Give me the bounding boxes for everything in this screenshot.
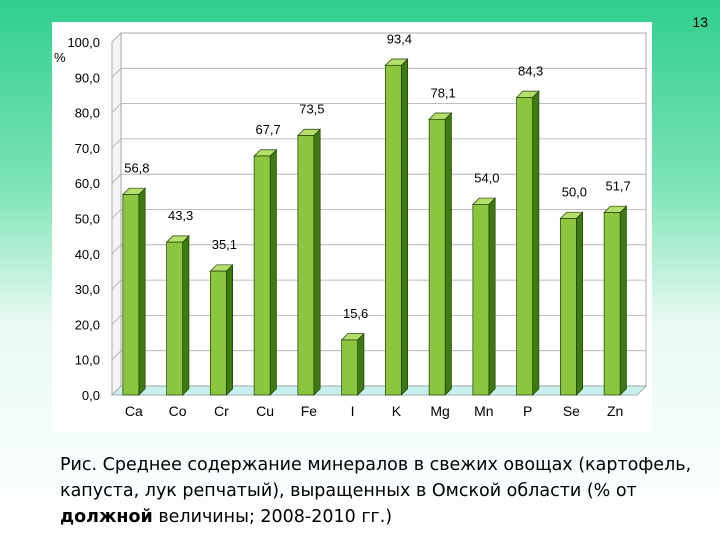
bar-side [313,128,321,396]
gridline-side [111,315,122,325]
data-label: 15,6 [343,306,368,321]
data-label: 78,1 [430,85,455,100]
bar [428,118,446,396]
gridline-side [111,209,122,219]
data-label: 43,3 [168,208,193,223]
bar-side [444,112,452,396]
bar-side [357,332,365,396]
data-label: 35,1 [212,237,237,252]
gridline-side [111,68,122,78]
x-tick-label: Cu [256,403,274,419]
bar [472,204,490,396]
bar [297,135,315,396]
x-tick-label: Cr [214,403,229,419]
bar [516,97,533,396]
gridline-side [111,32,122,43]
data-label: 56,8 [124,160,149,175]
x-tick-label: Zn [607,403,623,419]
bar [603,212,621,396]
gridline-side [111,350,122,360]
y-tick-label: 70,0 [75,141,100,156]
y-tick-label: 0,0 [82,388,100,403]
bar-side [182,235,190,396]
caption-text-start: Рис. Среднее содержание минералов в свеж… [60,455,692,501]
x-tick-label: Mg [430,403,449,419]
figure-caption: Рис. Среднее содержание минералов в свеж… [60,452,700,530]
data-label: 73,5 [299,102,324,117]
y-tick-label: 40,0 [75,247,100,262]
y-tick-label: 60,0 [75,176,100,191]
data-label: 50,0 [562,185,587,200]
bar [341,339,358,396]
bar [210,270,227,396]
y-tick-label: 80,0 [75,106,100,121]
data-label: 84,3 [518,63,543,78]
bar-side [576,211,584,396]
y-tick-label: 90,0 [75,70,100,85]
bar [560,218,577,396]
x-tick-label: K [392,403,402,419]
x-tick-label: Mn [474,403,493,419]
data-label: 54,0 [474,170,499,185]
y-tick-label: 10,0 [75,353,100,368]
data-label: 51,7 [605,178,630,193]
bar-side [488,197,496,396]
gridline-side [111,103,122,113]
bar-chart: 0,0 10,0 20,0 30,0 40,0 50,0 60,0 70,0 80,0 90,0 1… [54,31,647,419]
bar [166,241,183,396]
y-tick-label: 100,0 [67,35,100,50]
x-tick-label: P [523,403,532,419]
x-tick-label: I [351,403,355,419]
data-label: 67,7 [255,122,280,137]
bar [253,155,271,396]
x-tick-label: Ca [125,403,143,419]
slide-number: 13 [692,14,708,30]
gridline-side [111,138,122,149]
data-label: 93,4 [387,31,412,46]
gridline-side [111,173,122,184]
bar-side [138,187,146,396]
bar-side [401,58,409,396]
caption-text-bold: должной [60,507,153,527]
gridline-side [111,244,122,255]
bar-side [269,148,277,396]
bar-side [226,263,234,396]
y-tick-label: 50,0 [75,212,100,227]
x-tick-label: Fe [301,403,318,419]
bar-side [619,205,627,396]
caption-text-end: величины; 2008-2010 гг.) [152,507,393,527]
y-axis-label: % [54,50,66,65]
x-tick-label: Co [169,403,187,419]
y-tick-label: 30,0 [75,282,100,297]
chart-panel: 0,0 10,0 20,0 30,0 40,0 50,0 60,0 70,0 80,0 90,0 1… [52,22,652,432]
gridline-side [111,279,122,290]
bar [385,64,402,396]
bar-side [532,90,540,396]
x-tick-label: Se [563,403,580,419]
y-tick-label: 20,0 [75,317,100,332]
bar [122,194,140,396]
